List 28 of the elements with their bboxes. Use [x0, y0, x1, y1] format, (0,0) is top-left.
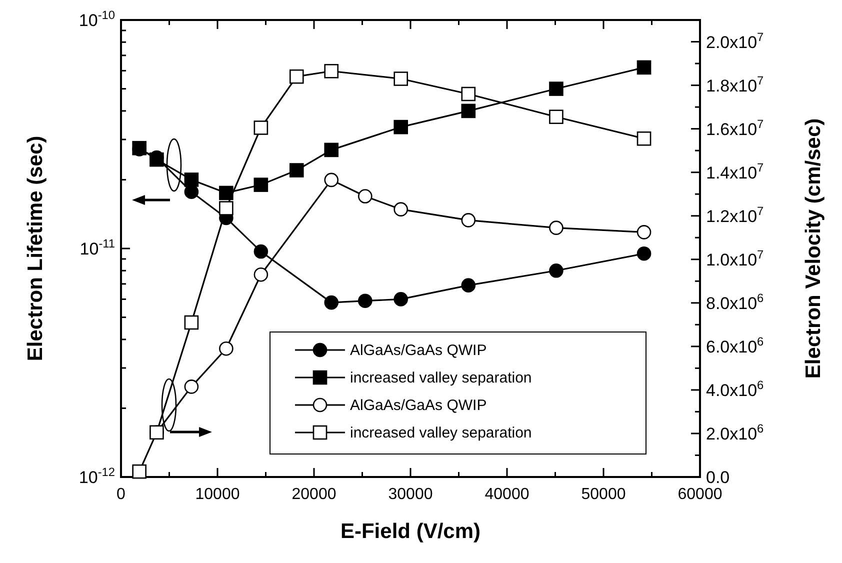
- y2-tick-label: 2.0x10$^{6}$: [706, 421, 764, 444]
- y2-tick-label: 2.0x10$^{7}$: [706, 30, 764, 52]
- y2-tick-label: 4.0x10$^{6}$: [706, 378, 764, 400]
- x-tick-label: 30000: [388, 486, 433, 503]
- y2-tick-label: 8.0x10$^{6}$: [706, 290, 764, 313]
- y2-axis-title: Electron Velocity (cm/sec): [802, 118, 825, 379]
- y-tick-label: 10$^{-10}$: [78, 8, 116, 30]
- y2-tick-label: 6.0x10$^{6}$: [706, 334, 764, 356]
- x-axis-title: E-Field (V/cm): [340, 520, 481, 543]
- legend-label: AlGaAs/GaAs QWIP: [350, 397, 487, 414]
- y2-tick-label: 1.6x10$^{7}$: [706, 116, 764, 139]
- x-tick-label: 20000: [292, 486, 336, 503]
- y-axis-title: Electron Lifetime (sec): [24, 136, 47, 362]
- y2-tick-label: 1.4x10$^{7}$: [706, 160, 764, 182]
- x-tick-label: 60000: [678, 486, 722, 503]
- y-tick-label: 10$^{-11}$: [80, 236, 116, 258]
- y-tick-label: 10$^{-12}$: [78, 465, 116, 487]
- legend-label: AlGaAs/GaAs QWIP: [350, 342, 487, 359]
- x-tick-label: 10000: [195, 486, 240, 503]
- x-tick-label: 40000: [484, 486, 530, 503]
- y2-tick-label: 0.0: [706, 468, 730, 487]
- legend-label: increased valley separation: [350, 424, 532, 442]
- x-tick-label: 50000: [581, 486, 626, 503]
- y2-tick-label: 1.2x10$^{7}$: [706, 204, 764, 226]
- legend-label: increased valley separation: [350, 370, 532, 386]
- y2-tick-label: 1.0x10$^{7}$: [706, 247, 764, 270]
- x-tick-label: 0: [116, 486, 126, 503]
- y2-tick-label: 1.8x10$^{7}$: [706, 73, 764, 96]
